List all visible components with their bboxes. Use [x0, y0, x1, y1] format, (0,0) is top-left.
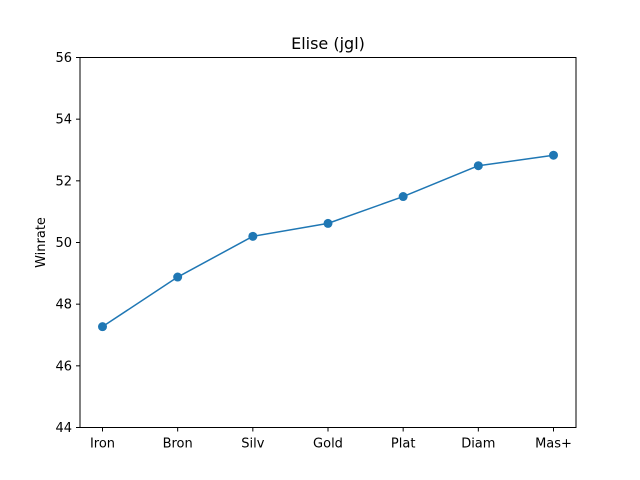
y-tick-label: 50 [55, 236, 72, 251]
y-tick-label: 56 [55, 51, 72, 66]
x-tick-label: Mas+ [535, 437, 572, 452]
x-axis: Iron Bron Silv Gold Plat Diam Mas+ [90, 427, 572, 452]
x-tick-label: Bron [163, 437, 193, 452]
y-axis-title: Winrate [34, 217, 49, 268]
x-tick-label: Gold [313, 437, 343, 452]
y-axis: 44 46 48 50 52 54 56 [55, 51, 80, 436]
x-tick-label: Plat [391, 437, 416, 452]
data-point [398, 192, 408, 202]
data-point [248, 231, 258, 241]
series-group [98, 150, 558, 332]
x-tick-label: Diam [461, 437, 495, 452]
y-tick-label: 54 [55, 113, 72, 128]
data-point [549, 150, 558, 160]
data-point [173, 272, 183, 282]
y-tick-label: 46 [55, 359, 72, 374]
y-tick-label: 48 [55, 298, 72, 313]
data-point [323, 218, 333, 228]
data-point [473, 161, 483, 171]
y-tick-label: 52 [55, 174, 72, 189]
x-tick-label: Silv [241, 437, 264, 452]
x-tick-label: Iron [90, 437, 115, 452]
data-point [98, 322, 107, 332]
chart-title: Elise (jgl) [291, 34, 365, 53]
y-tick-label: 44 [55, 421, 72, 436]
plot-area-frame [79, 57, 577, 428]
